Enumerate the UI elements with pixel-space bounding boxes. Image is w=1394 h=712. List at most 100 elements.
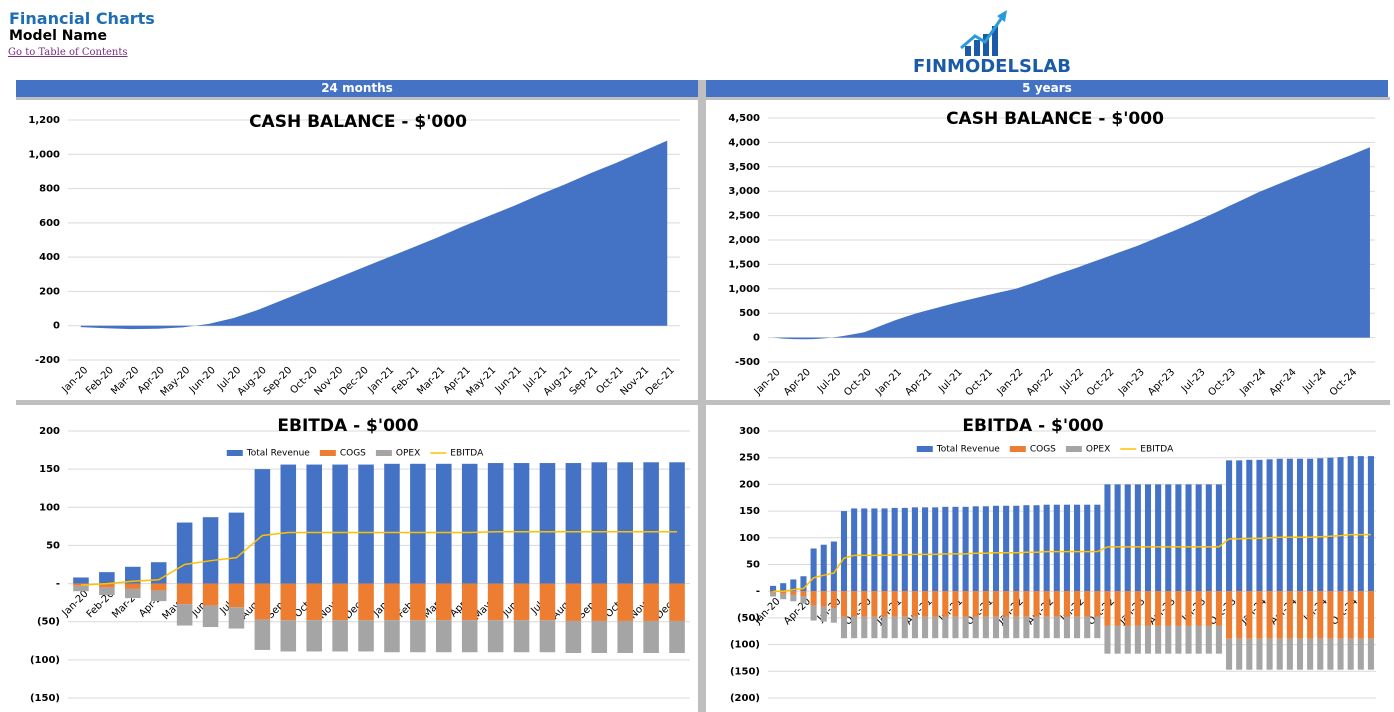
x-tick-label: Mar-21 xyxy=(415,365,447,397)
section-header: 24 months xyxy=(16,80,698,97)
bar xyxy=(1367,638,1374,670)
separator xyxy=(16,400,1390,405)
bar xyxy=(861,591,868,617)
bar xyxy=(1013,591,1020,617)
x-tick-label: Apr-22 xyxy=(1025,367,1056,398)
bar xyxy=(99,587,115,596)
bar xyxy=(1296,638,1304,670)
bar xyxy=(780,593,787,600)
bar xyxy=(384,463,400,584)
chart-title: CASH BALANCE - $'000 xyxy=(946,109,1164,129)
bar xyxy=(952,616,959,639)
bar xyxy=(306,464,322,584)
y-tick-label: (200) xyxy=(730,693,760,704)
bar xyxy=(1114,625,1121,654)
x-tick-label: Jul-21 xyxy=(937,596,966,625)
bar xyxy=(1124,591,1131,626)
y-tick-label: 250 xyxy=(739,453,760,464)
bar xyxy=(901,616,908,639)
bar xyxy=(1023,505,1030,592)
legend-label: COGS xyxy=(1030,445,1056,455)
bar xyxy=(1013,616,1020,639)
bar xyxy=(254,619,271,650)
x-tick-label: Jan-22 xyxy=(995,367,1026,398)
bar xyxy=(1236,638,1243,670)
bar xyxy=(1084,504,1091,592)
bar xyxy=(962,616,969,639)
bar xyxy=(565,583,582,621)
bar xyxy=(1165,591,1172,626)
bar xyxy=(1347,638,1354,670)
bar xyxy=(1114,484,1121,592)
bar xyxy=(881,508,888,592)
bar xyxy=(1124,484,1131,592)
bar xyxy=(73,585,89,592)
legend-swatch xyxy=(1065,446,1082,452)
bar xyxy=(280,583,297,621)
legend-label: OPEX xyxy=(396,449,420,459)
bar xyxy=(1286,458,1293,592)
bar xyxy=(1023,591,1030,617)
bar xyxy=(1104,484,1111,592)
legend-label: Total Revenue xyxy=(246,449,311,459)
bar xyxy=(1074,591,1081,617)
toc-link[interactable]: Go to Table of Contents xyxy=(8,47,128,58)
x-tick-label: Oct-23 xyxy=(1207,596,1239,628)
x-tick-label: Jul-22 xyxy=(1058,596,1087,625)
bar xyxy=(790,594,797,602)
bar xyxy=(1246,459,1253,592)
bar xyxy=(1114,591,1121,626)
bar xyxy=(1053,591,1060,617)
bar xyxy=(1104,625,1111,654)
bar xyxy=(643,620,659,653)
x-tick-label: Mar-20 xyxy=(109,365,141,397)
bar xyxy=(992,505,1000,592)
bar xyxy=(922,591,929,617)
bar xyxy=(1337,457,1344,592)
bar xyxy=(800,591,807,597)
y-tick-label: 3,000 xyxy=(728,186,760,197)
bar xyxy=(820,606,827,622)
bar xyxy=(1256,459,1263,592)
model-name: Model Name xyxy=(9,28,107,44)
bar xyxy=(565,620,582,653)
x-tick-label: Jul-24 xyxy=(1301,596,1330,625)
bar xyxy=(1165,484,1172,592)
bar xyxy=(461,583,478,621)
bar xyxy=(952,591,959,617)
bar xyxy=(410,583,426,621)
bar xyxy=(871,508,878,592)
bar xyxy=(1276,458,1283,592)
bar xyxy=(972,616,979,639)
y-tick-label: 150 xyxy=(39,464,60,475)
bar xyxy=(1033,505,1040,592)
bar xyxy=(1307,591,1314,639)
x-tick-label: Apr-24 xyxy=(1268,367,1299,398)
x-tick-label: Jan-21 xyxy=(873,367,904,398)
bar xyxy=(1307,458,1314,592)
x-tick-label: Apr-21 xyxy=(904,596,935,627)
y-tick-label: (150) xyxy=(730,666,760,677)
bar xyxy=(176,604,193,626)
bar xyxy=(1195,484,1202,592)
bar xyxy=(962,591,969,617)
bar xyxy=(513,583,530,621)
y-tick-label: 150 xyxy=(739,506,760,517)
bar xyxy=(1205,484,1212,592)
bar xyxy=(1266,591,1273,639)
bar xyxy=(972,591,979,617)
bar xyxy=(830,607,837,623)
x-tick-label: Jul-23 xyxy=(1180,596,1209,625)
bar xyxy=(982,591,989,617)
y-tick-label: 200 xyxy=(739,479,760,490)
x-tick-label: Jul-22 xyxy=(1058,367,1087,396)
area xyxy=(773,147,1370,340)
bar xyxy=(1155,591,1162,626)
bar xyxy=(1094,591,1101,617)
legend-label: Total Revenue xyxy=(936,445,1001,455)
bar xyxy=(1276,638,1283,670)
bar xyxy=(591,583,608,621)
bar xyxy=(1215,591,1222,626)
bar xyxy=(770,591,777,593)
